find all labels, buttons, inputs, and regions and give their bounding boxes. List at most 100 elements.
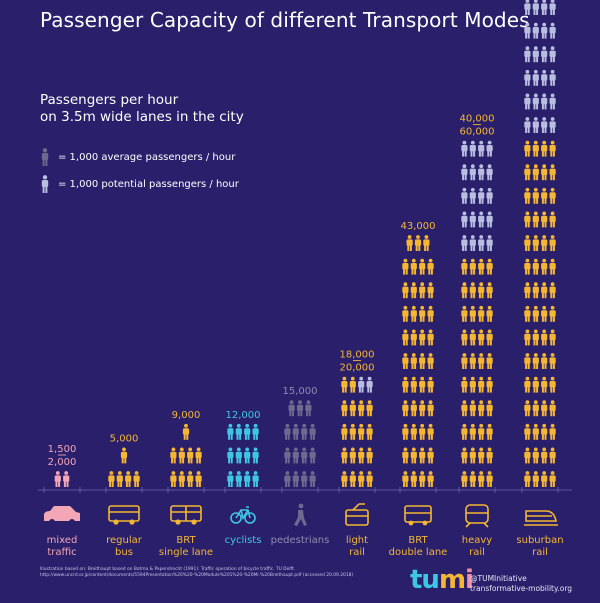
average-person-icon xyxy=(410,423,417,440)
average-person-icon xyxy=(309,471,316,487)
potential-person-icon xyxy=(532,22,539,39)
potential-person-icon xyxy=(541,0,548,15)
potential-person-icon xyxy=(524,117,531,133)
average-person-icon xyxy=(419,376,426,393)
legend-average-label: = 1,000 average passengers / hour xyxy=(58,151,236,163)
average-person-icon xyxy=(120,447,128,464)
potential-person-icon xyxy=(469,211,476,228)
average-person-icon xyxy=(178,447,185,464)
potential-person-icon xyxy=(486,140,493,157)
average-person-icon xyxy=(309,423,316,440)
average-person-icon xyxy=(541,258,548,275)
average-person-icon xyxy=(423,235,430,251)
average-person-icon xyxy=(419,329,426,346)
potential-person-icon xyxy=(541,93,548,110)
potential-person-icon xyxy=(461,187,468,204)
average-person-icon xyxy=(54,471,61,487)
average-person-icon xyxy=(469,376,476,393)
category-8: 60,00090,000suburbanrail xyxy=(516,0,564,558)
average-person-icon xyxy=(549,164,556,181)
average-person-icon xyxy=(532,423,539,440)
category-label: traffic xyxy=(47,547,76,558)
average-person-icon xyxy=(402,423,409,440)
average-person-icon xyxy=(402,305,409,322)
potential-person-icon xyxy=(532,93,539,110)
average-person-icon xyxy=(349,376,356,393)
legend-potential-label: = 1,000 potential passengers / hour xyxy=(58,178,239,190)
average-person-icon xyxy=(402,376,409,393)
average-person-icon xyxy=(469,329,476,346)
average-person-icon xyxy=(524,305,531,322)
average-person-icon xyxy=(349,447,356,464)
average-person-icon xyxy=(549,282,556,299)
legend-average: = 1,000 average passengers / hour xyxy=(40,148,235,166)
average-person-icon xyxy=(486,282,493,299)
average-person-icon xyxy=(541,447,548,464)
average-person-icon xyxy=(486,376,493,393)
potential-person-icon xyxy=(461,235,468,251)
average-person-icon xyxy=(461,282,468,299)
average-person-icon xyxy=(469,471,476,487)
average-person-icon xyxy=(178,471,185,487)
twitter-handle: @TUMInitiative xyxy=(470,574,527,583)
category-label: rail xyxy=(469,547,485,558)
average-person-icon xyxy=(170,471,177,487)
average-person-icon xyxy=(549,400,556,417)
average-person-icon xyxy=(549,376,556,393)
average-person-icon xyxy=(292,471,299,487)
average-person-icon xyxy=(486,471,493,487)
potential-person-icon xyxy=(486,164,493,181)
average-person-icon xyxy=(309,447,316,464)
average-person-icon xyxy=(541,164,548,181)
average-person-icon xyxy=(532,305,539,322)
average-person-icon xyxy=(541,140,548,157)
average-person-icon xyxy=(541,400,548,417)
bicycle-icon xyxy=(230,506,256,524)
average-person-icon xyxy=(358,423,365,440)
chart-subtitle: Passengers per hour on 3.5m wide lanes i… xyxy=(40,92,244,126)
average-person-icon xyxy=(366,471,373,487)
category-label: cyclists xyxy=(225,535,262,546)
average-person-icon xyxy=(541,353,548,369)
potential-person-icon xyxy=(549,0,556,15)
average-person-icon xyxy=(478,353,485,369)
average-person-icon xyxy=(244,447,251,464)
average-person-icon xyxy=(469,423,476,440)
potential-person-icon xyxy=(549,46,556,63)
average-person-icon xyxy=(541,282,548,299)
category-label: regular xyxy=(106,535,143,546)
value-label: 5,000 xyxy=(110,433,139,444)
potential-person-icon xyxy=(532,117,539,133)
average-person-icon xyxy=(402,471,409,487)
value-label: 60,000 xyxy=(460,127,495,138)
average-person-icon xyxy=(469,400,476,417)
value-label: 40,000 xyxy=(460,114,495,125)
average-person-icon xyxy=(541,471,548,487)
potential-person-icon xyxy=(461,211,468,228)
average-person-icon xyxy=(427,447,434,464)
average-person-icon xyxy=(524,258,531,275)
average-person-icon xyxy=(427,423,434,440)
average-person-icon xyxy=(532,329,539,346)
average-person-icon xyxy=(402,258,409,275)
average-person-icon xyxy=(227,423,234,440)
average-person-icon xyxy=(549,258,556,275)
average-person-icon xyxy=(532,471,539,487)
average-person-icon xyxy=(358,471,365,487)
category-label: rail xyxy=(349,547,365,558)
average-person-icon xyxy=(252,423,259,440)
average-person-icon xyxy=(541,187,548,204)
category-label: mixed xyxy=(47,535,78,546)
average-person-icon xyxy=(227,447,234,464)
average-person-icon xyxy=(461,471,468,487)
average-person-icon xyxy=(541,376,548,393)
average-person-icon xyxy=(402,447,409,464)
category-label: suburban xyxy=(516,535,563,546)
average-person-icon xyxy=(461,447,468,464)
average-person-icon xyxy=(125,471,132,487)
average-person-icon xyxy=(366,423,373,440)
value-label: 15,000 xyxy=(283,386,318,397)
average-person-icon xyxy=(549,329,556,346)
average-person-icon xyxy=(170,447,177,464)
